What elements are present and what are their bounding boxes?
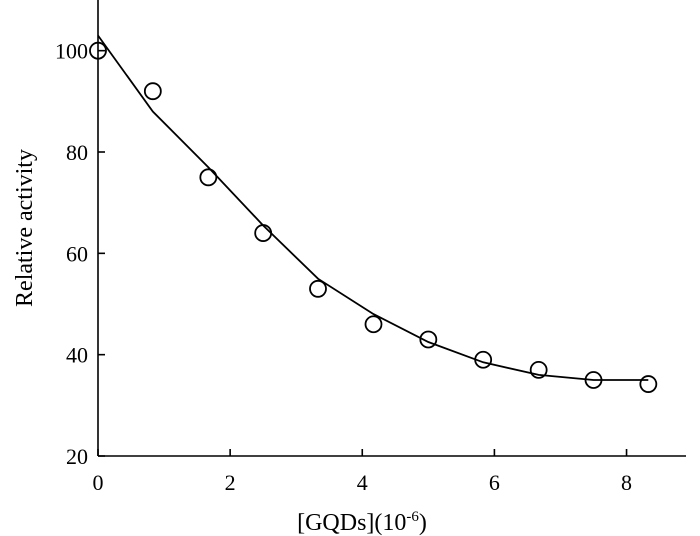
plot-area bbox=[89, 34, 658, 393]
data-point bbox=[143, 82, 162, 101]
y-ticks: 20 40 60 80 100 bbox=[55, 39, 105, 469]
data-point bbox=[584, 371, 603, 389]
y-tick-label: 80 bbox=[66, 140, 88, 165]
y-tick-label: 20 bbox=[66, 444, 88, 469]
axes bbox=[97, 0, 686, 457]
data-point bbox=[309, 279, 327, 298]
data-point bbox=[199, 168, 218, 187]
x-ticks: 0 2 4 6 8 bbox=[93, 449, 632, 495]
data-point bbox=[529, 360, 548, 379]
y-tick-label: 40 bbox=[66, 343, 88, 368]
data-point bbox=[474, 350, 493, 369]
data-point bbox=[639, 375, 658, 393]
x-tick-label: 0 bbox=[93, 470, 104, 495]
data-point bbox=[89, 41, 107, 60]
fit-curve bbox=[97, 34, 649, 381]
y-tick-label: 100 bbox=[55, 39, 88, 64]
x-tick-label: 6 bbox=[489, 470, 500, 495]
x-axis-title: [GQDs](10-6) bbox=[297, 509, 427, 536]
data-point bbox=[364, 315, 383, 334]
y-axis-title: Relative activity bbox=[12, 149, 38, 307]
x-tick-label: 8 bbox=[621, 470, 632, 495]
x-tick-label: 4 bbox=[357, 470, 368, 495]
data-point bbox=[254, 224, 273, 242]
x-tick-label: 2 bbox=[225, 470, 236, 495]
data-point bbox=[419, 330, 438, 349]
y-tick-label: 60 bbox=[66, 241, 88, 266]
